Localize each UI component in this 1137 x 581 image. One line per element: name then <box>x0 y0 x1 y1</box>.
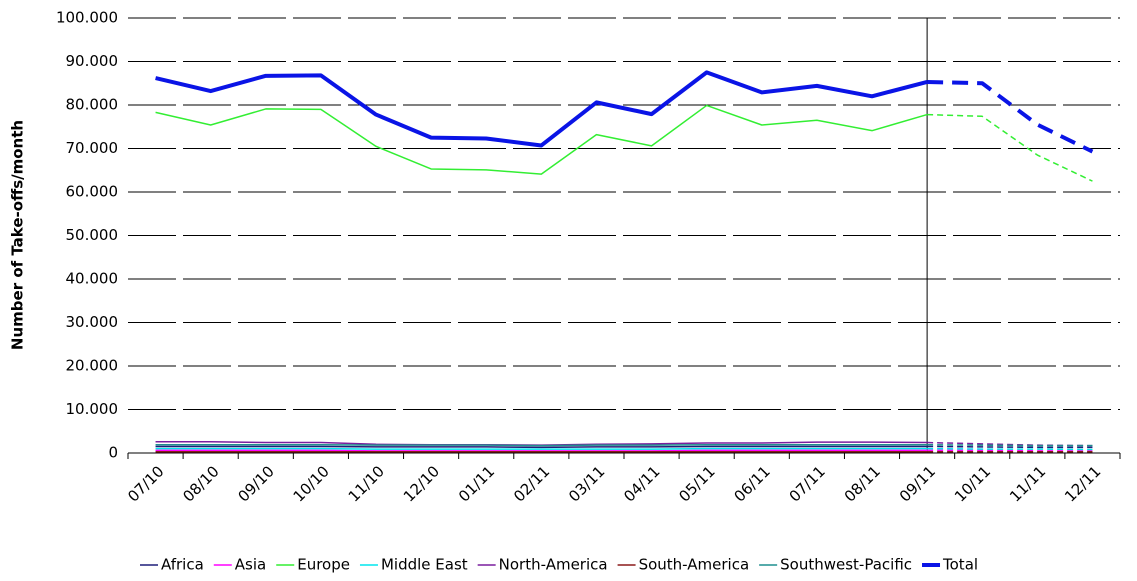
series-line <box>155 70 928 148</box>
legend-label: Africa <box>161 556 204 574</box>
x-tick-label: 09/11 <box>896 462 939 505</box>
forecast-line <box>927 443 1093 447</box>
y-tick-label: 0 <box>108 444 118 462</box>
legend-label: Southwest-Pacific <box>780 556 912 574</box>
legend-label: Asia <box>235 556 266 574</box>
x-tick-label: 07/11 <box>786 462 829 505</box>
x-tick-label: 08/10 <box>179 462 222 505</box>
series-line <box>155 443 928 447</box>
forecast-line <box>927 447 1093 451</box>
legend-label: Total <box>942 556 978 574</box>
legend-label: South-America <box>639 556 750 574</box>
y-tick-label: 80.000 <box>66 96 119 114</box>
x-tick-label: 06/11 <box>730 462 773 505</box>
x-tick-label: 03/11 <box>565 462 608 505</box>
y-tick-label: 30.000 <box>66 313 119 331</box>
y-tick-label: 100.000 <box>56 9 118 27</box>
y-tick-label: 10.000 <box>66 400 119 418</box>
y-axis-label: Number of Take-offs/month <box>9 120 27 350</box>
forecast-line <box>927 79 1094 154</box>
x-tick-label: 02/11 <box>510 462 553 505</box>
x-tick-label: 01/11 <box>455 462 498 505</box>
y-tick-label: 70.000 <box>66 139 119 157</box>
y-tick-label: 40.000 <box>66 270 119 288</box>
x-tick-label: 10/11 <box>951 462 994 505</box>
x-tick-label: 12/10 <box>400 462 443 505</box>
forecast-line <box>927 445 1093 449</box>
x-tick-label: 04/11 <box>620 462 663 505</box>
y-tick-label: 60.000 <box>66 183 119 201</box>
y-tick-label: 20.000 <box>66 357 119 375</box>
x-tick-label: 07/10 <box>124 462 167 505</box>
x-tick-label: 08/11 <box>841 462 884 505</box>
forecast-line <box>927 113 1093 182</box>
legend-label: North-America <box>499 556 608 574</box>
y-tick-label: 90.000 <box>66 52 119 70</box>
x-tick-label: 09/10 <box>234 462 277 505</box>
legend-label: Europe <box>297 556 350 574</box>
forecast-line <box>927 441 1093 447</box>
x-tick-label: 10/10 <box>290 462 333 505</box>
x-tick-label: 11/10 <box>345 462 388 505</box>
series-line <box>155 445 928 449</box>
series-line <box>155 104 928 175</box>
x-tick-label: 11/11 <box>1006 462 1049 505</box>
y-tick-label: 50.000 <box>66 226 119 244</box>
legend-label: Middle East <box>381 556 468 574</box>
x-tick-label: 05/11 <box>675 462 718 505</box>
x-tick-label: 12/11 <box>1061 462 1104 505</box>
